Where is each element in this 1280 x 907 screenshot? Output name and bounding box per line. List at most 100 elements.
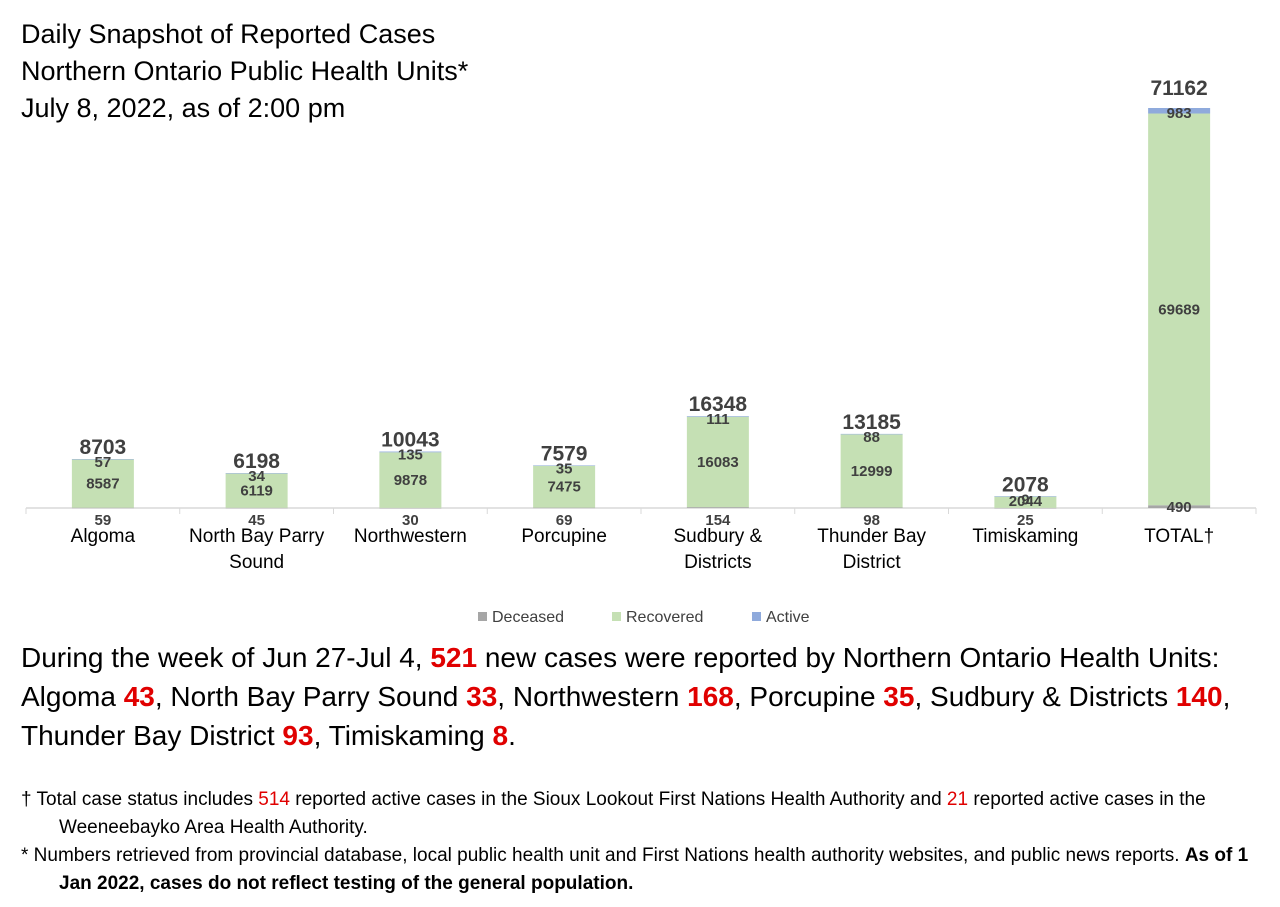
dagger-footnote: † Total case status includes 514 reporte… [21,786,1271,842]
legend-label-deceased: Deceased [492,609,564,626]
data-label-deceased: 30 [402,512,419,529]
data-label-total: 13185 [842,411,901,434]
data-label-active: 111 [706,411,729,428]
data-label-deceased: 490 [1167,499,1192,516]
data-label-recovered: 9878 [394,472,427,489]
legend-swatch-recovered [612,612,621,621]
bar-deceased [71,507,134,509]
data-label-total: 7579 [541,442,588,465]
data-label-active: 57 [95,454,112,471]
legend-swatch-deceased [478,612,487,621]
data-label-active: 9 [1021,491,1029,508]
bar-recovered [225,473,288,508]
data-label-deceased: 69 [556,512,573,529]
bar-recovered [533,465,596,508]
data-label-recovered: 6119 [240,483,273,500]
data-label-recovered: 8587 [86,476,119,493]
x-tick-label: Thunder Bay [817,526,926,547]
x-tick-label: North Bay Parry [189,526,325,547]
x-tick-label: TOTAL† [1144,526,1214,547]
summary-text: , Northwestern [497,681,688,712]
chart-title: Daily Snapshot of Reported Cases Norther… [21,16,641,127]
data-label-recovered: 69689 [1158,301,1200,318]
title-line-3: July 8, 2022, as of 2:00 pm [21,93,346,123]
summary-sudbury-value: 140 [1175,681,1223,712]
data-label-total: 6198 [233,450,280,473]
footnote-text: † Total case status includes [21,789,259,810]
bar-active [686,416,749,417]
data-label-active: 34 [248,468,265,485]
legend-label-active: Active [766,609,810,626]
bar-deceased [225,507,288,509]
bar-deceased [1148,505,1211,508]
summary-total-value: 521 [430,642,478,673]
footnote-text: reported active cases in the Sioux Looko… [290,789,947,810]
asterisk-footnote: * Numbers retrieved from provincial data… [21,842,1271,898]
data-label-deceased: 45 [248,512,265,529]
summary-text: During the week of Jun 27-Jul 4, [21,642,431,673]
x-tick-label: Northwestern [354,526,467,547]
bar-active [71,459,134,460]
data-label-total: 16348 [689,393,748,416]
data-label-active: 35 [556,460,573,477]
summary-text: , Thunder Bay District [21,681,1231,751]
footnote-text: reported active cases in the Weeneebayko… [59,789,1206,838]
bar-deceased [533,507,596,509]
bar-active [225,473,288,474]
summary-text: new cases were reported by Northern Onta… [21,642,1220,712]
data-label-active: 135 [398,447,423,464]
bar-recovered [1148,113,1211,506]
data-label-recovered: 2044 [1009,493,1043,510]
x-tick-label: Sudbury & [674,526,763,547]
x-tick-label: Sound [229,552,284,573]
legend-label-recovered: Recovered [626,609,703,626]
data-label-recovered: 12999 [851,463,893,480]
summary-porcupine-value: 35 [883,681,915,712]
weekly-summary: During the week of Jun 27-Jul 4, 521 new… [21,638,1261,755]
data-label-deceased: 98 [863,512,880,529]
bar-deceased [379,507,442,509]
footnote-bold-text: As of 1 Jan 2022, cases do not reflect t… [59,845,1249,894]
sioux-lookout-count: 514 [258,789,290,810]
weeneebayko-count: 21 [946,789,969,810]
footnote-text: * Numbers retrieved from provincial data… [21,845,1185,866]
legend-swatch-active [752,612,761,621]
bar-recovered [379,452,442,508]
data-label-recovered: 16083 [697,454,739,471]
summary-northbay-value: 33 [466,681,498,712]
bar-recovered [686,416,749,508]
summary-thunderbay-value: 93 [282,720,314,751]
data-label-recovered: 7475 [547,479,580,496]
bar-recovered [994,496,1057,508]
x-tick-label: District [843,552,902,573]
data-label-total: 8703 [80,436,127,459]
data-label-total: 2078 [1002,473,1049,496]
bar-deceased [686,507,749,508]
summary-timiskaming-value: 8 [492,720,509,751]
data-label-deceased: 59 [95,512,112,529]
summary-text: . [508,720,516,751]
x-tick-label: Timiskaming [972,526,1078,547]
x-tick-label: Porcupine [521,526,607,547]
bar-deceased [840,507,903,508]
footnotes: † Total case status includes 514 reporte… [21,786,1271,898]
data-label-active: 983 [1167,105,1192,122]
bar-recovered [71,459,134,508]
data-label-deceased: 154 [705,512,731,529]
title-line-1: Daily Snapshot of Reported Cases [21,19,436,49]
data-label-total: 71162 [1151,77,1208,100]
summary-text: , North Bay Parry Sound [154,681,467,712]
summary-text: , Sudbury & Districts [914,681,1176,712]
bar-active [840,433,903,435]
bar-active [533,465,596,466]
bar-deceased [994,507,1057,509]
data-label-deceased: 25 [1017,512,1034,529]
title-line-2: Northern Ontario Public Health Units* [21,56,469,86]
bar-active [379,451,442,453]
x-tick-label: Districts [684,552,752,573]
bar-active [994,496,1057,497]
bar-active [1148,108,1211,114]
summary-algoma-value: 43 [123,681,155,712]
summary-text: , Timiskaming [313,720,493,751]
